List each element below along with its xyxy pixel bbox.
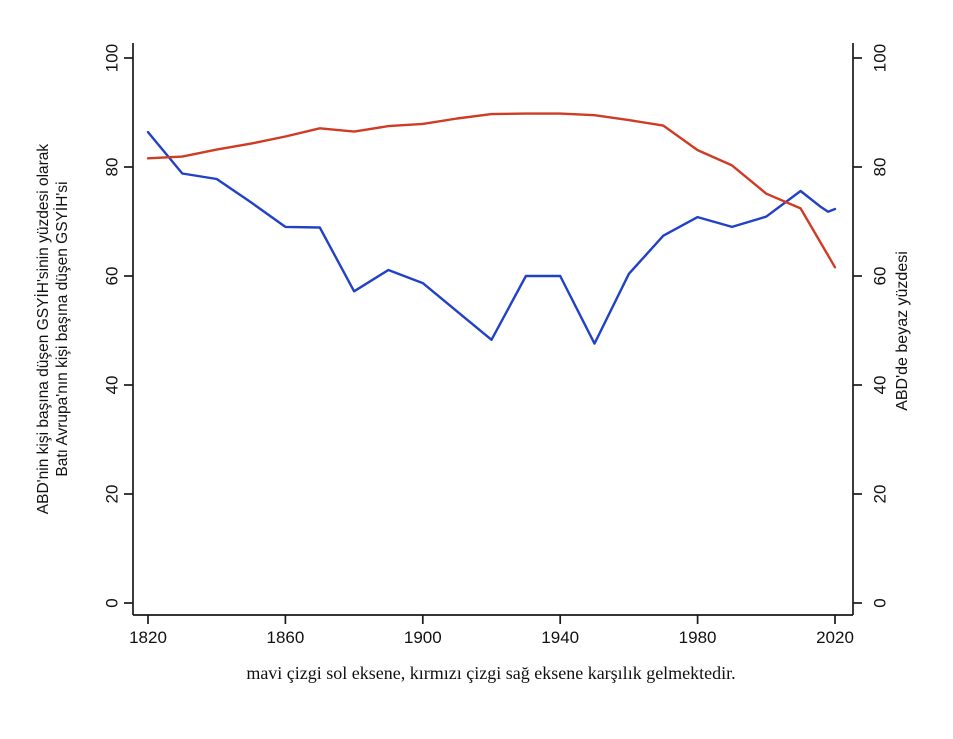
left-axis-tick-label: 100 <box>103 44 122 72</box>
left-axis-tick-label: 80 <box>103 158 122 177</box>
right-axis-tick-label: 20 <box>871 485 890 504</box>
footnote-caption: mavi çizgi sol eksene, kırmızı çizgi sağ… <box>246 663 736 683</box>
x-axis-tick-label: 1940 <box>541 628 579 647</box>
left-axis-title-line1: ABD'nin kişi başına düşen GSYİH'sinin yü… <box>35 143 52 515</box>
right-axis-tick-label: 60 <box>871 267 890 286</box>
left-axis-tick-label: 20 <box>103 485 122 504</box>
right-axis-title: ABD'de beyaz yüzdesi <box>894 251 911 411</box>
right-axis-tick-label: 80 <box>871 158 890 177</box>
right-axis-tick-label: 40 <box>871 376 890 395</box>
x-axis-tick-label: 1820 <box>129 628 167 647</box>
red-series-line <box>146 112 837 269</box>
x-axis-tick-label: 1900 <box>404 628 442 647</box>
right-axis-tick-label: 100 <box>871 44 890 72</box>
x-axis-tick-label: 2020 <box>816 628 854 647</box>
left-axis-tick-label: 60 <box>103 267 122 286</box>
x-axis-tick-label: 1980 <box>679 628 717 647</box>
left-axis-title: ABD'nin kişi başına düşen GSYİH'sinin yü… <box>34 19 74 639</box>
left-axis-tick-label: 0 <box>103 598 122 607</box>
blue-series-line <box>146 130 837 345</box>
left-axis-tick-label: 40 <box>103 376 122 395</box>
right-axis-tick-label: 0 <box>871 598 890 607</box>
left-axis-title-line2: Batı Avrupa'nın kişi başına düşen GSYİH'… <box>54 181 71 477</box>
x-axis-tick-label: 1860 <box>266 628 304 647</box>
